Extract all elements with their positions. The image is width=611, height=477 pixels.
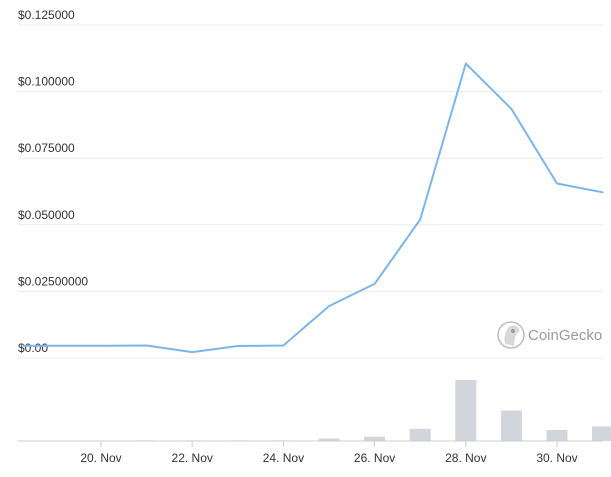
volume-bar bbox=[546, 430, 568, 441]
y-tick-label: $0.02500000 bbox=[18, 274, 88, 288]
y-tick-label: $0.075000 bbox=[18, 141, 75, 155]
volume-bar bbox=[409, 428, 431, 441]
volume-bar bbox=[592, 426, 611, 441]
watermark-text: CoinGecko bbox=[528, 327, 602, 344]
y-tick-label: $0.125000 bbox=[18, 8, 75, 22]
grid-lines bbox=[18, 24, 603, 359]
coingecko-watermark: CoinGecko bbox=[497, 321, 602, 349]
x-tick-label: 26. Nov bbox=[354, 451, 395, 465]
coingecko-gecko-icon-body bbox=[504, 325, 520, 346]
x-tick-label: 24. Nov bbox=[263, 451, 304, 465]
y-tick-label: $0.100000 bbox=[18, 75, 75, 89]
volume-bar bbox=[455, 380, 477, 441]
y-axis-labels: $0.00 $0.02500000 $0.050000 $0.075000 $0.100… bbox=[18, 8, 88, 355]
x-tick-label: 22. Nov bbox=[172, 451, 213, 465]
x-tick-label: 28. Nov bbox=[445, 451, 486, 465]
y-tick-label: $0.050000 bbox=[18, 208, 75, 222]
x-tick-label: 30. Nov bbox=[536, 451, 577, 465]
volume-bar bbox=[364, 436, 386, 441]
y-tick-label: $0.00 bbox=[18, 341, 48, 355]
volume-bar bbox=[500, 410, 522, 441]
volume-bars bbox=[136, 380, 611, 441]
price-series-line bbox=[22, 62, 604, 354]
volume-bar bbox=[318, 438, 340, 441]
x-axis-labels: 20. Nov 22. Nov 24. Nov 26. Nov 28. Nov 30. N… bbox=[80, 441, 578, 465]
coingecko-gecko-icon-eye bbox=[511, 329, 515, 333]
x-tick-label: 20. Nov bbox=[80, 451, 121, 465]
